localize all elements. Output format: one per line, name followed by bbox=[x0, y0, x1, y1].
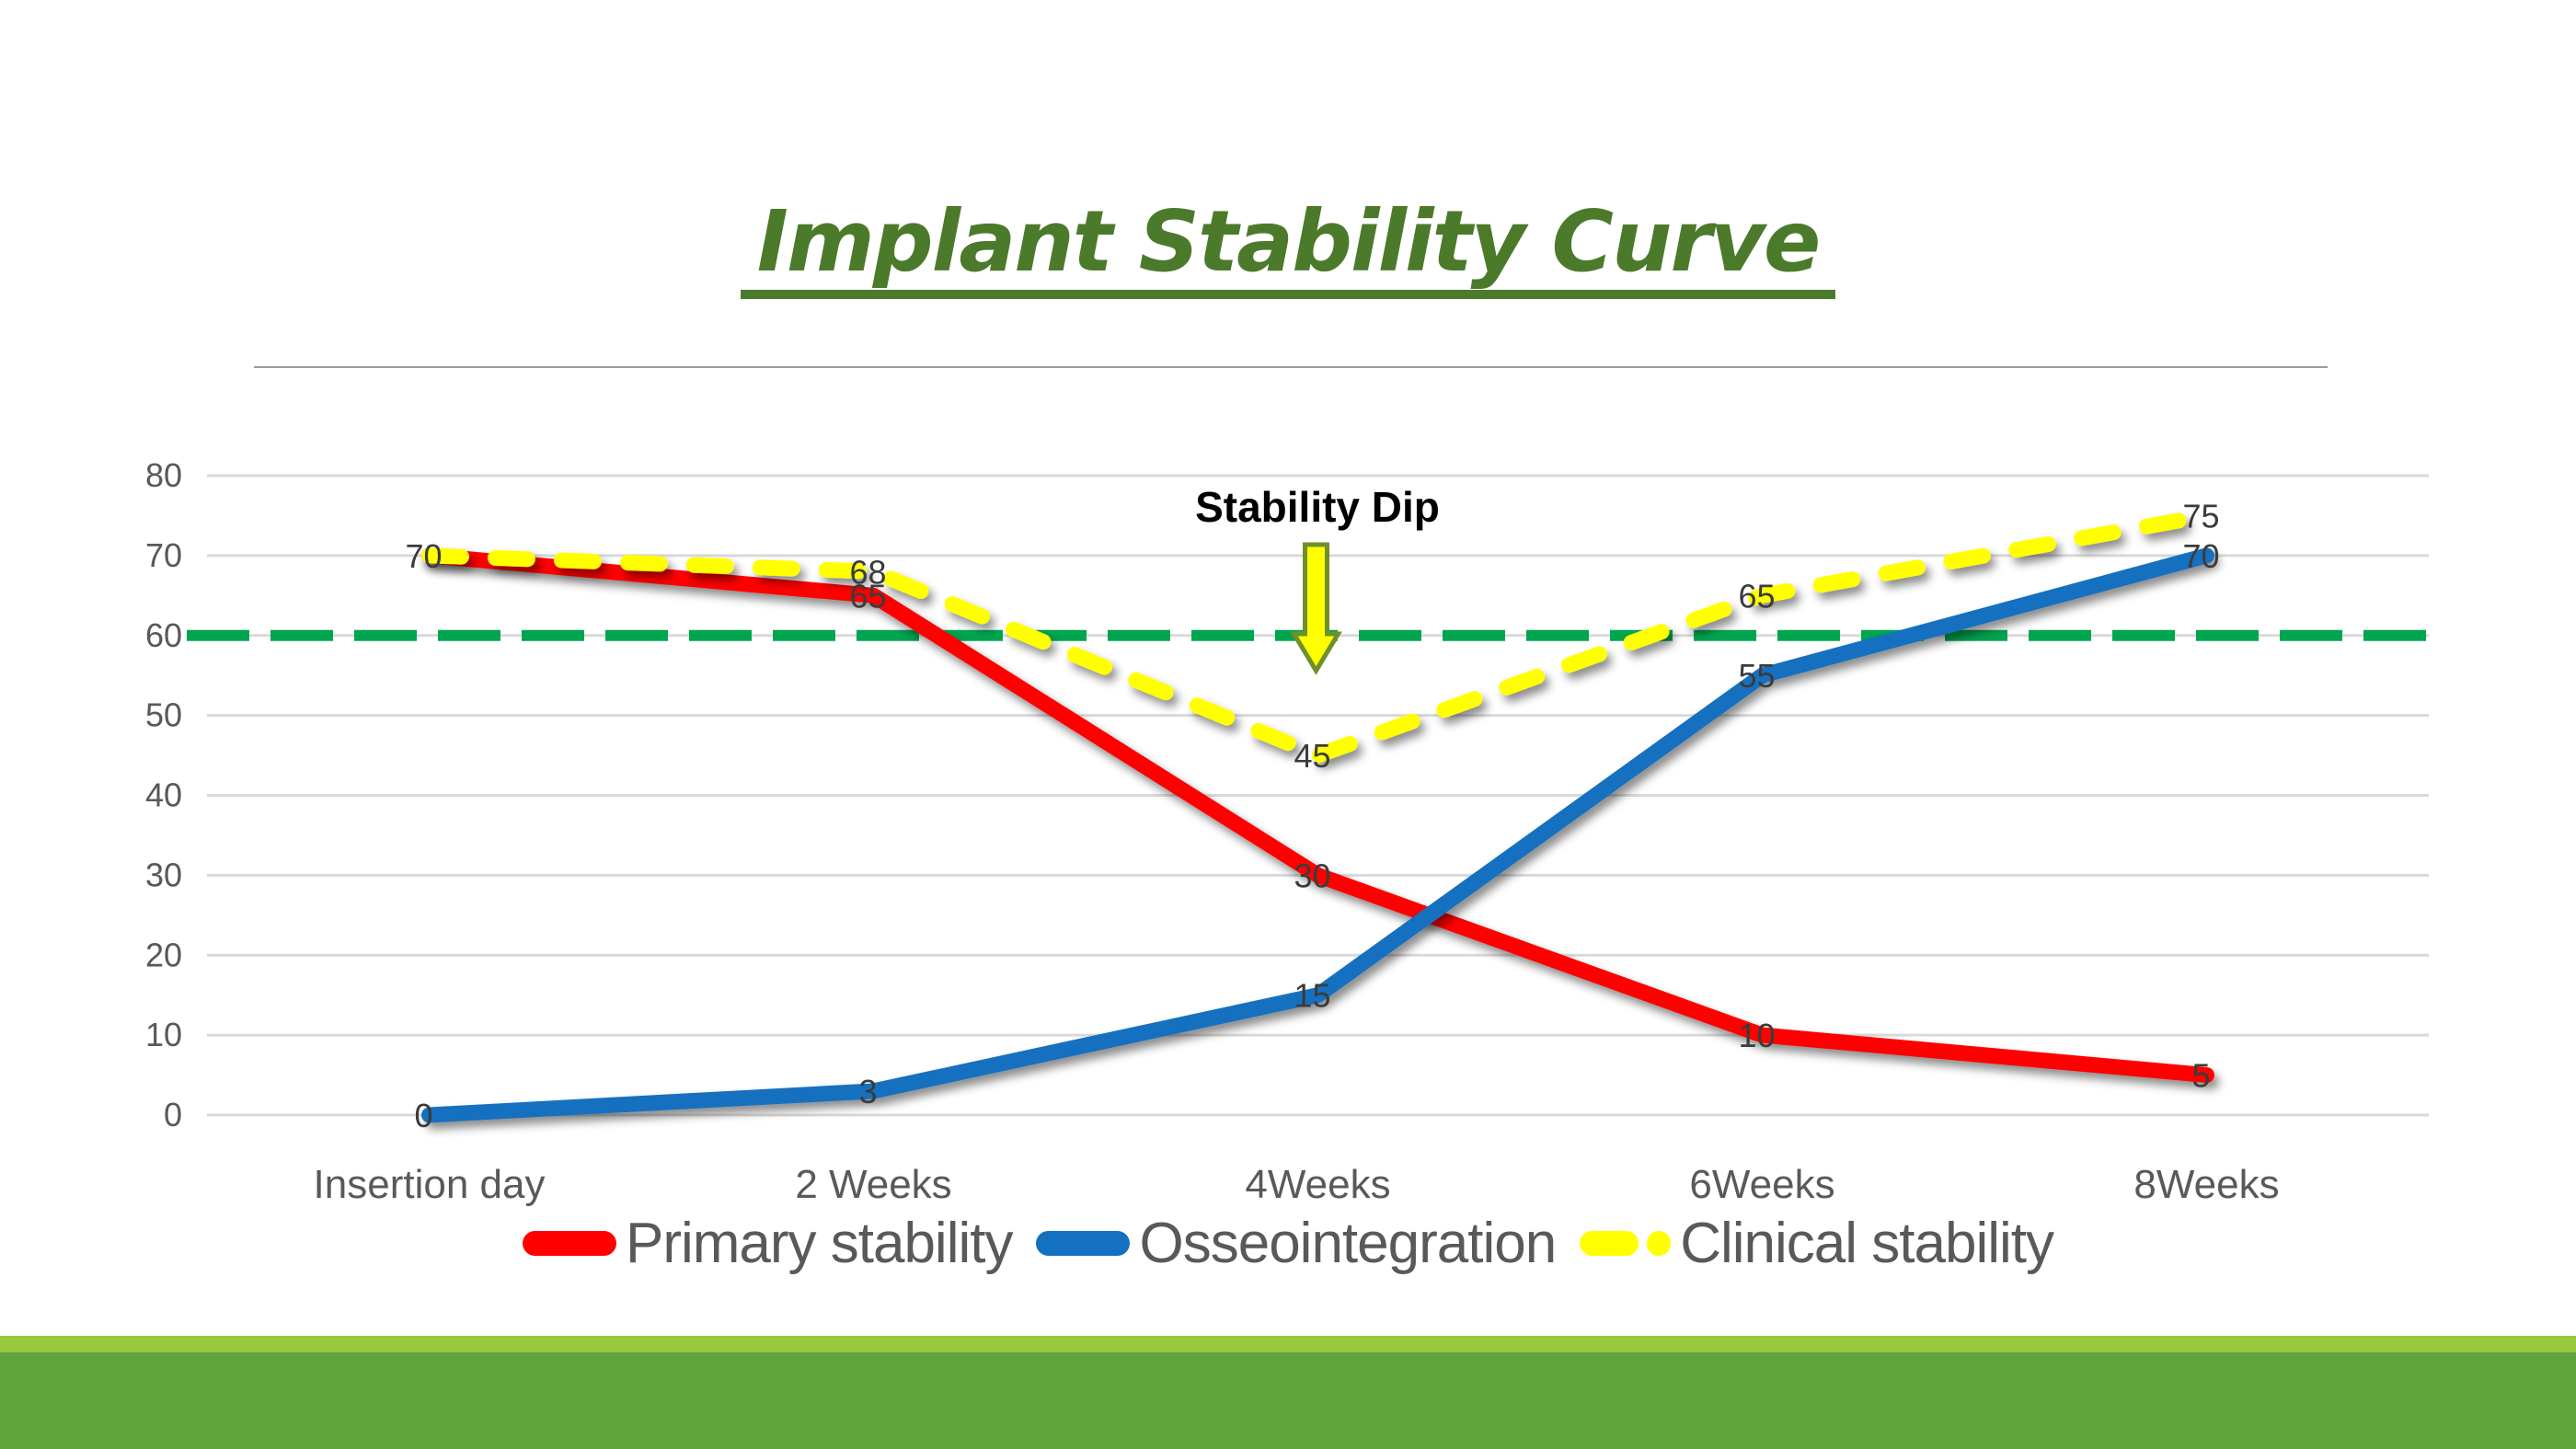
data-label-primary-stability: 30 bbox=[1294, 857, 1330, 894]
y-tick-label: 80 bbox=[145, 456, 182, 494]
stability-dip-arrow-icon bbox=[1290, 542, 1342, 675]
footer-accent-bar bbox=[0, 1336, 2576, 1352]
clinical-stability-dash-marker bbox=[1580, 1231, 1672, 1256]
x-axis-label: 4Weeks bbox=[1245, 1162, 1390, 1207]
legend-item-primary-stability: Primary stability bbox=[522, 1211, 1014, 1276]
data-label-osseointegration: 70 bbox=[2182, 537, 2219, 575]
data-label-primary-stability: 10 bbox=[1738, 1017, 1775, 1054]
y-tick-label: 0 bbox=[164, 1096, 182, 1133]
series-line-clinical-stability bbox=[421, 507, 2214, 764]
data-label-primary-stability: 5 bbox=[2191, 1057, 2210, 1095]
stability-dip-annotation: Stability Dip bbox=[1195, 483, 1440, 531]
y-tick-label: 40 bbox=[145, 776, 182, 814]
x-axis-label: 2 Weeks bbox=[795, 1162, 951, 1207]
y-tick-label: 50 bbox=[145, 696, 182, 734]
y-tick-label: 10 bbox=[145, 1016, 182, 1053]
x-axis-label: Insertion day bbox=[314, 1162, 546, 1207]
legend-item-clinical-stability: Clinical stability bbox=[1580, 1211, 2054, 1276]
data-label-clinical-stability: 45 bbox=[1294, 737, 1330, 775]
page-title: Implant Stability Curve bbox=[0, 195, 2576, 300]
series-line-primary-stability bbox=[421, 547, 2214, 1084]
data-label-clinical-stability: 68 bbox=[849, 553, 886, 591]
legend-item-osseointegration: Osseointegration bbox=[1036, 1211, 1557, 1276]
legend-label: Primary stability bbox=[625, 1212, 1014, 1275]
chart-legend: Primary stability Osseointegration Clini… bbox=[0, 1211, 2576, 1276]
data-label-osseointegration: 3 bbox=[858, 1073, 877, 1110]
legend-label: Clinical stability bbox=[1680, 1212, 2054, 1275]
data-label-clinical-stability: 65 bbox=[1738, 577, 1775, 615]
legend-label: Osseointegration bbox=[1139, 1212, 1557, 1275]
data-label-primary-stability: 65 bbox=[849, 577, 886, 615]
title-separator-line bbox=[254, 366, 2328, 368]
x-axis-label: 8Weeks bbox=[2133, 1162, 2279, 1207]
data-label-osseointegration: 15 bbox=[1294, 977, 1330, 1015]
data-label-primary-stability: 70 bbox=[405, 537, 442, 575]
data-label-osseointegration: 0 bbox=[414, 1097, 432, 1134]
x-axis-label: 6Weeks bbox=[1689, 1162, 1834, 1207]
y-tick-label: 60 bbox=[145, 616, 182, 654]
osseointegration-line-marker bbox=[1036, 1231, 1131, 1256]
primary-stability-line-marker bbox=[522, 1231, 616, 1256]
series-line-osseointegration bbox=[421, 547, 2214, 1123]
footer-bar bbox=[0, 1352, 2576, 1449]
y-tick-label: 70 bbox=[145, 536, 182, 574]
y-tick-label: 20 bbox=[145, 936, 182, 973]
y-tick-label: 30 bbox=[145, 856, 182, 893]
page-title-text: Implant Stability Curve bbox=[740, 195, 1836, 300]
data-label-osseointegration: 55 bbox=[1738, 657, 1775, 695]
data-label-clinical-stability: 75 bbox=[2182, 497, 2219, 535]
